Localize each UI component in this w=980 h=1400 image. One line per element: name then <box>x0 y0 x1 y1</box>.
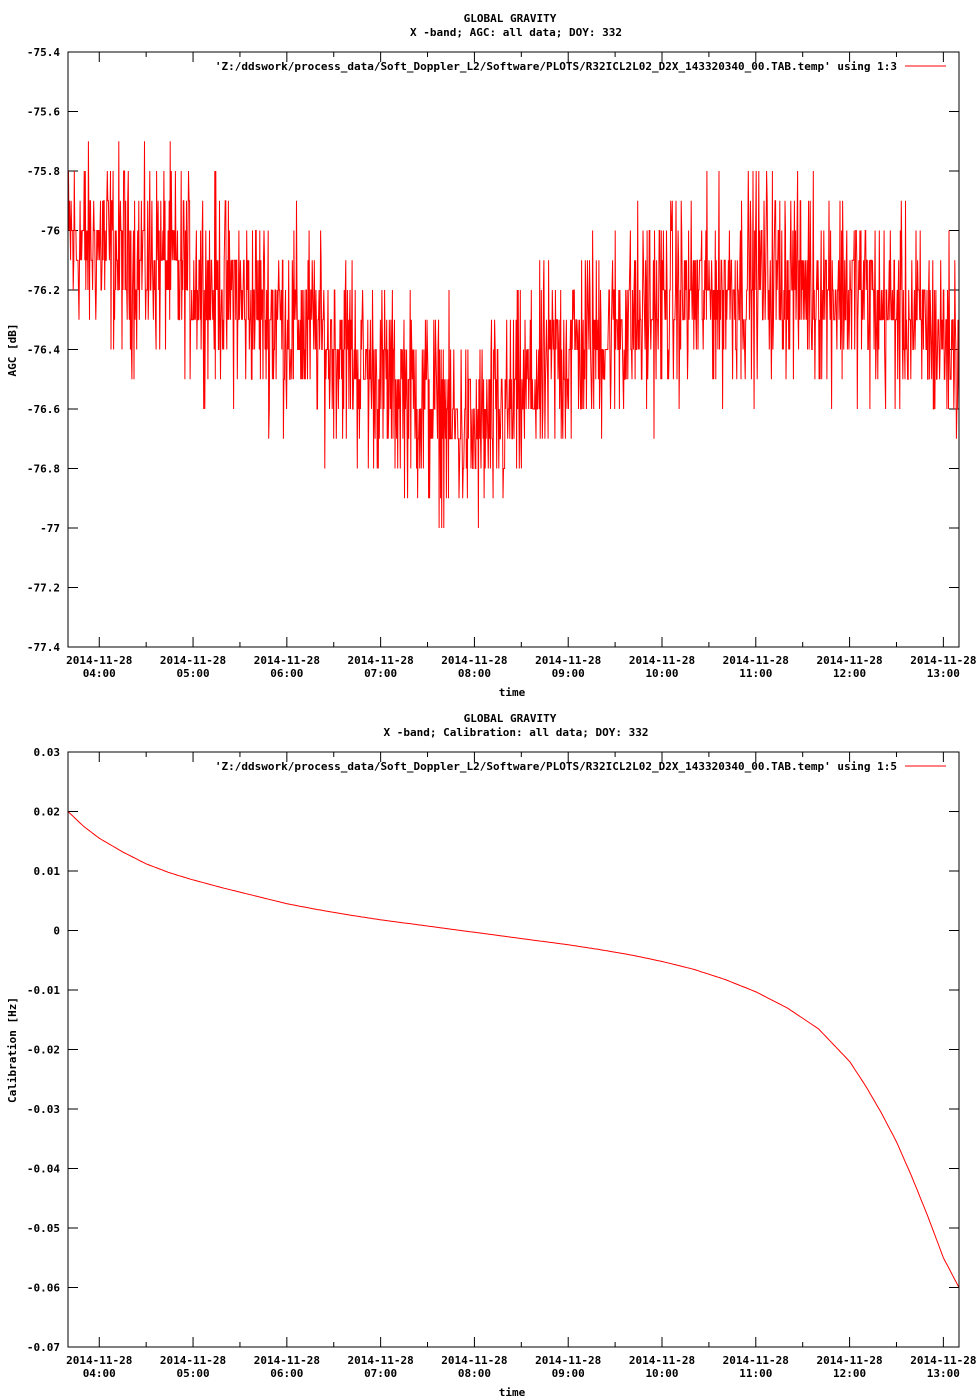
y-tick-label: -75.8 <box>27 165 60 178</box>
x-tick-label-date: 2014-11-28 <box>66 1354 132 1367</box>
y-tick-label: -0.04 <box>27 1163 60 1176</box>
chart-title: GLOBAL GRAVITY <box>464 12 557 25</box>
x-tick-label-time: 06:00 <box>270 667 303 680</box>
y-tick-label: 0.01 <box>34 865 61 878</box>
y-tick-label: -0.07 <box>27 1341 60 1354</box>
series-line <box>67 811 960 1288</box>
chart-title: GLOBAL GRAVITY <box>464 712 557 725</box>
y-tick-label: -0.06 <box>27 1282 60 1295</box>
x-tick-label-time: 13:00 <box>927 1367 960 1380</box>
y-tick-label: -77.4 <box>27 641 60 654</box>
x-tick-label-time: 13:00 <box>927 667 960 680</box>
x-tick-label-time: 11:00 <box>739 667 772 680</box>
y-axis-label: Calibration [Hz] <box>6 997 19 1103</box>
x-tick-label-time: 05:00 <box>176 667 209 680</box>
x-tick-label-time: 08:00 <box>458 667 491 680</box>
x-tick-label-date: 2014-11-28 <box>348 654 414 667</box>
y-tick-label: 0.03 <box>34 746 61 759</box>
x-tick-label-time: 04:00 <box>83 1367 116 1380</box>
x-tick-label-date: 2014-11-28 <box>629 654 695 667</box>
x-tick-label-time: 12:00 <box>833 667 866 680</box>
x-axis-label: time <box>499 1386 526 1399</box>
x-tick-label-date: 2014-11-28 <box>723 654 789 667</box>
y-tick-label: 0.02 <box>34 806 61 819</box>
x-tick-label-date: 2014-11-28 <box>160 654 226 667</box>
x-tick-label-date: 2014-11-28 <box>441 1354 507 1367</box>
y-tick-label: -77 <box>40 522 60 535</box>
y-tick-label: -0.02 <box>27 1044 60 1057</box>
y-tick-label: 0 <box>53 925 60 938</box>
x-tick-label-time: 04:00 <box>83 667 116 680</box>
y-tick-label: -76.4 <box>27 344 60 357</box>
y-tick-label: -76.6 <box>27 403 60 416</box>
x-tick-label-time: 06:00 <box>270 1367 303 1380</box>
chart-subtitle: X -band; AGC: all data; DOY: 332 <box>410 26 622 39</box>
x-tick-label-time: 10:00 <box>645 1367 678 1380</box>
x-tick-label-time: 05:00 <box>176 1367 209 1380</box>
x-tick-label-time: 08:00 <box>458 1367 491 1380</box>
x-tick-label-date: 2014-11-28 <box>816 1354 882 1367</box>
chart-subtitle: X -band; Calibration: all data; DOY: 332 <box>384 726 649 739</box>
x-tick-label-date: 2014-11-28 <box>441 654 507 667</box>
x-tick-label-time: 09:00 <box>552 1367 585 1380</box>
x-tick-label-time: 09:00 <box>552 667 585 680</box>
x-tick-label-date: 2014-11-28 <box>66 654 132 667</box>
x-tick-label-time: 07:00 <box>364 1367 397 1380</box>
legend-label: 'Z:/ddswork/process_data/Soft_Doppler_L2… <box>215 760 897 773</box>
plot-frame <box>67 751 960 1348</box>
x-tick-label-date: 2014-11-28 <box>348 1354 414 1367</box>
y-tick-label: -0.05 <box>27 1222 60 1235</box>
x-tick-label-date: 2014-11-28 <box>254 654 320 667</box>
y-tick-label: -76 <box>40 225 60 238</box>
series-line <box>67 141 960 529</box>
x-tick-label-time: 07:00 <box>364 667 397 680</box>
y-tick-label: -75.4 <box>27 46 60 59</box>
x-tick-label-date: 2014-11-28 <box>535 1354 601 1367</box>
y-tick-label: -76.8 <box>27 463 60 476</box>
x-tick-label-date: 2014-11-28 <box>160 1354 226 1367</box>
x-tick-label-date: 2014-11-28 <box>910 654 976 667</box>
x-tick-label-date: 2014-11-28 <box>535 654 601 667</box>
x-tick-label-time: 10:00 <box>645 667 678 680</box>
x-tick-label-date: 2014-11-28 <box>723 1354 789 1367</box>
x-tick-label-date: 2014-11-28 <box>629 1354 695 1367</box>
x-axis-label: time <box>499 686 526 699</box>
legend-label: 'Z:/ddswork/process_data/Soft_Doppler_L2… <box>215 60 897 73</box>
agc-chart: GLOBAL GRAVITY X -band; AGC: all data; D… <box>6 12 976 699</box>
x-tick-label-date: 2014-11-28 <box>254 1354 320 1367</box>
y-tick-label: -75.6 <box>27 106 60 119</box>
x-tick-label-date: 2014-11-28 <box>816 654 882 667</box>
y-tick-label: -0.01 <box>27 984 60 997</box>
y-tick-label: -76.2 <box>27 284 60 297</box>
y-tick-label: -77.2 <box>27 582 60 595</box>
plot-frame <box>67 51 960 648</box>
y-tick-label: -0.03 <box>27 1103 60 1116</box>
calibration-chart: GLOBAL GRAVITY X -band; Calibration: all… <box>6 712 976 1399</box>
x-tick-label-time: 11:00 <box>739 1367 772 1380</box>
y-axis-label: AGC [dB] <box>6 324 19 377</box>
x-tick-label-time: 12:00 <box>833 1367 866 1380</box>
x-tick-label-date: 2014-11-28 <box>910 1354 976 1367</box>
